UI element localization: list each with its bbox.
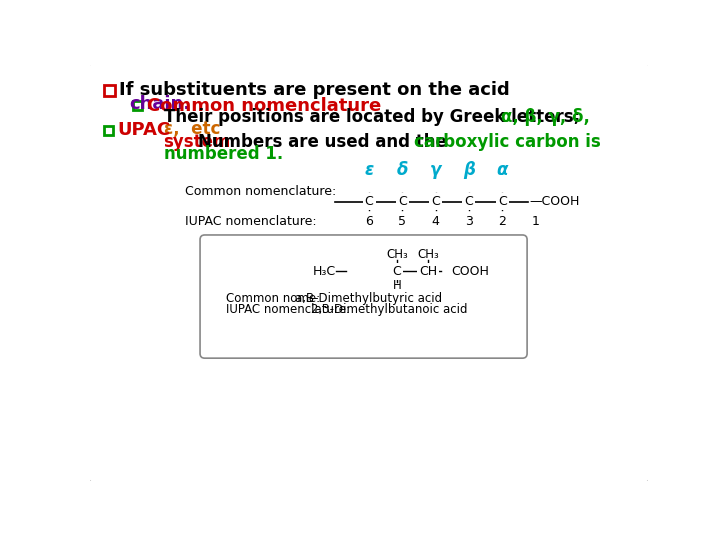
- Text: If substituents are present on the acid: If substituents are present on the acid: [120, 81, 510, 99]
- Text: carboxylic carbon is: carboxylic carbon is: [414, 133, 600, 151]
- Text: α: α: [497, 160, 508, 179]
- Text: ε: ε: [364, 160, 374, 179]
- Text: C: C: [498, 195, 507, 208]
- Text: 5: 5: [398, 214, 406, 228]
- Text: 1: 1: [531, 214, 539, 228]
- Text: COOH: COOH: [451, 265, 489, 278]
- Text: Their positions are located by Greek letters;: Their positions are located by Greek let…: [163, 108, 585, 126]
- Text: C: C: [431, 195, 440, 208]
- Text: system: system: [163, 133, 231, 151]
- Text: UPAC: UPAC: [117, 122, 170, 139]
- Text: IUPAC nomenclature:: IUPAC nomenclature:: [225, 303, 350, 316]
- Text: γ: γ: [430, 160, 441, 179]
- Text: C: C: [392, 265, 401, 278]
- Text: CH₃: CH₃: [386, 248, 408, 261]
- Text: H₃C: H₃C: [312, 265, 336, 278]
- Text: Numbers are used and the: Numbers are used and the: [199, 133, 453, 151]
- Text: chain.: chain.: [129, 95, 190, 113]
- Text: 2: 2: [498, 214, 506, 228]
- Text: C: C: [364, 195, 374, 208]
- Text: C: C: [464, 195, 473, 208]
- Text: 4: 4: [432, 214, 440, 228]
- Text: δ: δ: [397, 160, 408, 179]
- Text: 6: 6: [365, 214, 373, 228]
- Text: —COOH: —COOH: [529, 195, 580, 208]
- Text: Common nomenclature:: Common nomenclature:: [184, 185, 336, 198]
- Text: α, β, γ, δ,: α, β, γ, δ,: [500, 108, 590, 126]
- Text: Common nomenclature: Common nomenclature: [147, 97, 381, 114]
- Text: ε,  etc: ε, etc: [163, 120, 220, 138]
- Text: 2,3-Dimethylbutanoic acid: 2,3-Dimethylbutanoic acid: [311, 303, 467, 316]
- Text: a,B-Dimethylbutyric acid: a,B-Dimethylbutyric acid: [295, 292, 443, 305]
- Text: CH: CH: [419, 265, 437, 278]
- Bar: [132, 101, 142, 110]
- Text: numbered 1.: numbered 1.: [163, 145, 283, 163]
- Text: H: H: [392, 279, 401, 292]
- FancyBboxPatch shape: [200, 235, 527, 358]
- Text: IUPAC nomenclature:: IUPAC nomenclature:: [184, 214, 316, 228]
- Text: CH₃: CH₃: [417, 248, 438, 261]
- Bar: [104, 85, 114, 96]
- Text: Common nome:: Common nome:: [225, 292, 320, 305]
- Bar: [104, 126, 113, 135]
- Text: C: C: [398, 195, 407, 208]
- Text: β: β: [463, 160, 475, 179]
- FancyBboxPatch shape: [88, 63, 650, 483]
- Text: 3: 3: [465, 214, 473, 228]
